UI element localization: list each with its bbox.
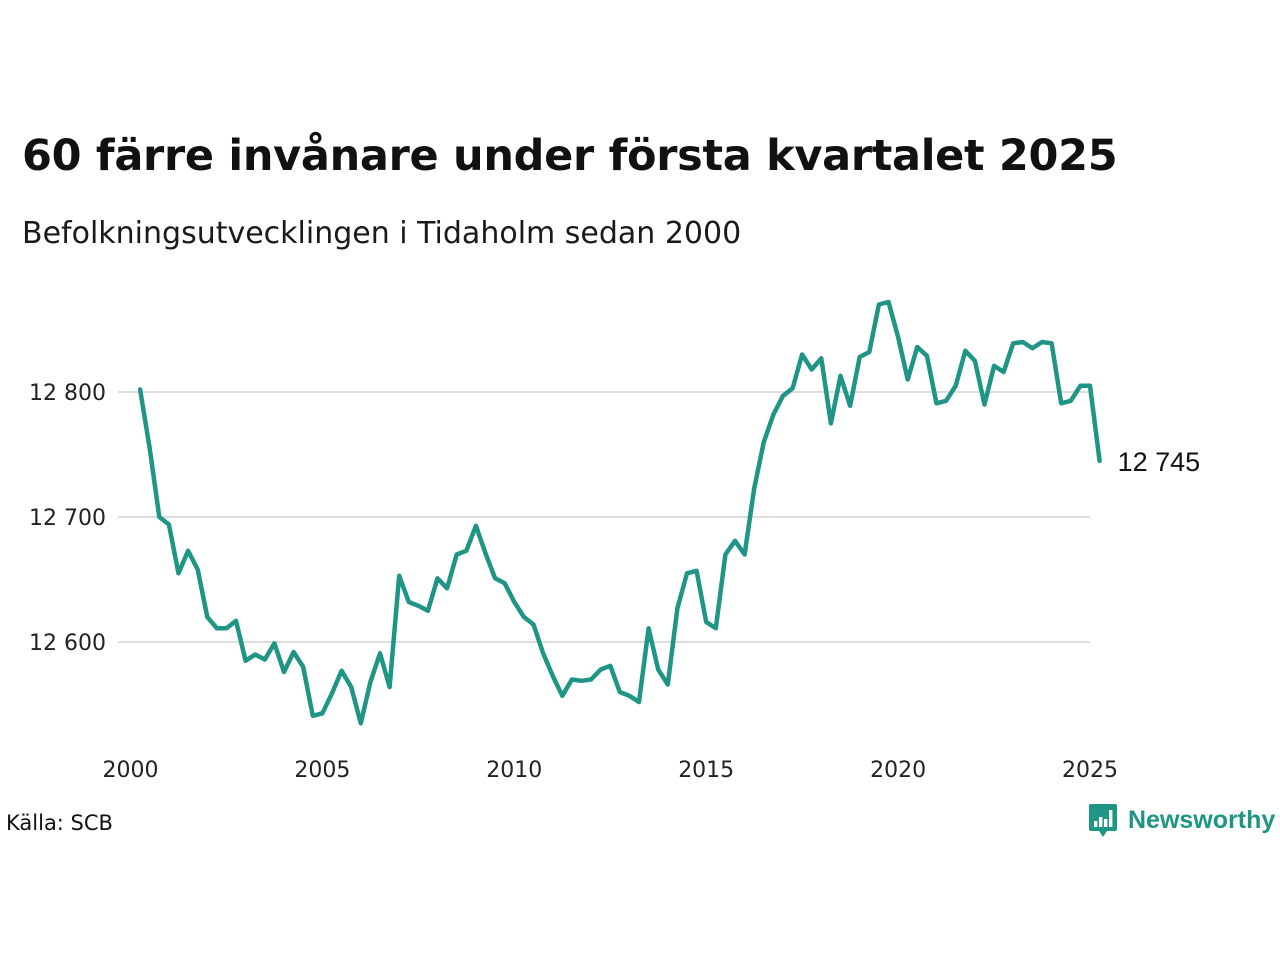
x-tick-label: 2020 — [870, 758, 926, 783]
source-note: Källa: SCB — [6, 811, 113, 835]
y-tick-label: 12 700 — [29, 506, 106, 531]
plot-area: 12 745 — [137, 299, 1201, 726]
series-line — [137, 299, 1102, 726]
y-tick-label: 12 800 — [29, 381, 106, 406]
brand-logo: Newsworthy — [1088, 802, 1275, 838]
x-tick-label: 2005 — [294, 758, 350, 783]
x-tick-label: 2010 — [486, 758, 542, 783]
brand-name: Newsworthy — [1128, 805, 1276, 834]
bar-chart-speech-bubble-icon — [1089, 804, 1117, 837]
y-axis: 12 600 12 700 12 800 — [29, 381, 106, 656]
chart-title: 60 färre invånare under första kvartalet… — [22, 131, 1118, 181]
x-axis: 2000 2005 2010 2015 2020 2025 — [103, 758, 1119, 783]
end-value-label: 12 745 — [1118, 447, 1201, 477]
y-tick-label: 12 600 — [29, 631, 106, 656]
x-tick-label: 2000 — [103, 758, 159, 783]
chart-subtitle: Befolkningsutvecklingen i Tidaholm sedan… — [22, 216, 742, 251]
gridlines — [118, 391, 1090, 643]
x-tick-label: 2025 — [1062, 758, 1118, 783]
x-tick-label: 2015 — [678, 758, 734, 783]
